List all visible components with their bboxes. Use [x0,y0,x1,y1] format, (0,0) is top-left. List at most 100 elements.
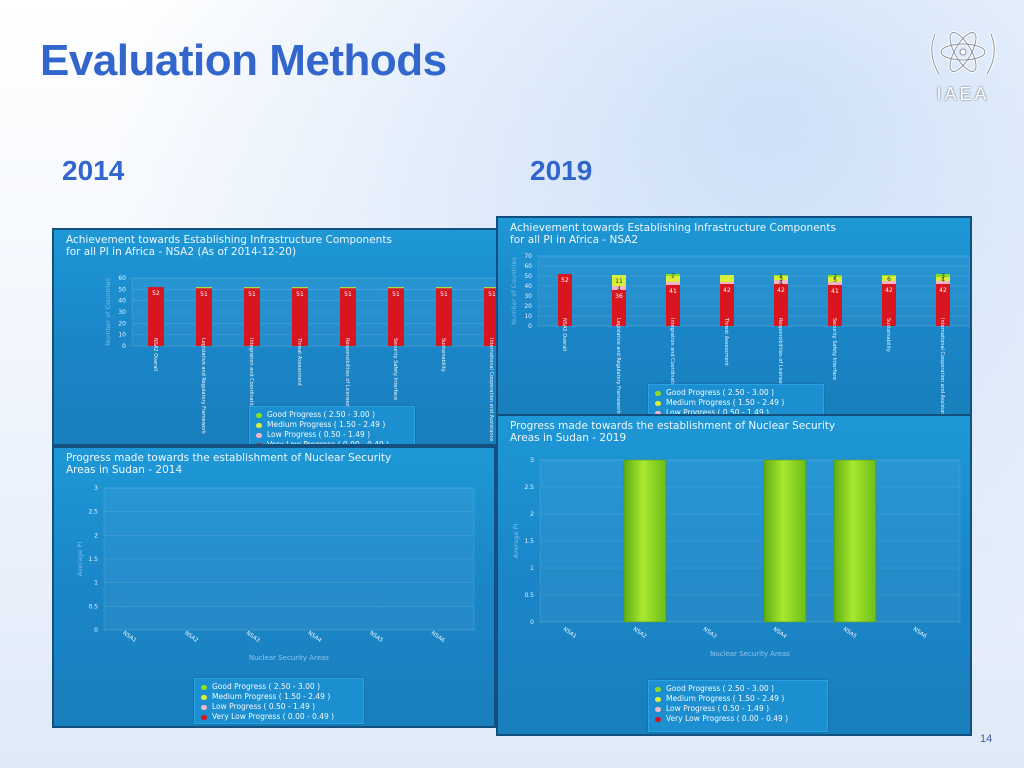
y-tick-label: 3 [94,485,98,492]
y-tick-label: 60 [118,275,126,282]
bar-segment [612,290,626,326]
legend-swatch [655,696,661,702]
data-label: 41 [831,288,839,295]
y-axis-label: Average PI [76,542,84,577]
y-tick-label: 0.5 [524,592,534,599]
x-tick-label: NSA6 [912,626,928,640]
y-tick-label: 0 [530,619,534,626]
y-axis-label: Number of Countries [104,278,112,346]
data-label: 36 [615,293,623,300]
x-tick-label: NSA3 [245,630,261,644]
legend-swatch [655,410,661,414]
bar-segment [666,282,680,285]
data-label: 5 [779,276,783,283]
legend-entry: Medium Progress ( 1.50 - 2.49 ) [201,692,357,702]
legend-entry: Medium Progress ( 1.50 - 2.49 ) [655,694,821,704]
chart-title: Progress made towards the establishment … [66,452,392,476]
bar [833,459,877,623]
bar-segment [666,276,680,282]
data-label: 51 [296,291,304,298]
bar [623,459,667,623]
data-label: 51 [488,291,496,298]
legend-swatch [256,412,262,418]
bar-segment [666,274,680,276]
plot-area [103,487,475,631]
bar-segment [340,288,356,346]
legend-entry: Very Low Progress ( 0.00 - 0.49 ) [655,714,821,724]
x-tick-label: Threat Assessment [723,317,729,366]
data-label: 41 [669,288,677,295]
x-tick-label: Integration and Coordination [669,318,675,390]
data-label: 51 [200,291,208,298]
legend-label: Very Low Progress ( 0.00 - 0.49 ) [267,440,390,446]
y-tick-label: 3 [530,457,534,464]
data-label: 42 [939,287,947,294]
bar-segment [436,288,452,346]
x-tick-label: NSA4 [772,626,788,640]
chart-panel-sudan-2014: Progress made towards the establishment … [52,446,496,728]
x-tick-label: Security Safety Interface [831,318,837,380]
chart-legend: Good Progress ( 2.50 - 3.00 ) Medium Prog… [249,406,415,446]
bar-segment [828,277,842,282]
legend-entry: Very Low Progress ( 0.00 - 0.49 ) [256,440,408,446]
bar-segment [340,287,356,289]
x-tick-label: Legislative and Regulatory Framework [200,338,206,434]
data-label: 4 [617,286,621,293]
y-tick-label: 1.5 [524,538,534,545]
x-tick-label: NSA5 [842,626,858,640]
x-tick-label: Responsibilities of Licensed Facilities [344,338,350,430]
legend-label: Low Progress ( 0.50 - 1.49 ) [666,408,770,416]
legend-label: Medium Progress ( 1.50 - 2.49 ) [666,694,785,703]
x-tick-label: NSA1 [562,626,578,640]
bar-segment [148,287,164,346]
y-tick-label: 2 [94,532,98,539]
y-tick-label: 60 [524,263,532,270]
x-tick-label: NSA2 [183,630,199,644]
y-tick-label: 1.5 [88,556,98,563]
y-tick-label: 10 [524,313,532,320]
bar-segment [774,275,788,276]
bar-segment [292,288,308,346]
legend-swatch [256,442,262,444]
legend-label: Good Progress ( 2.50 - 3.00 ) [666,684,775,693]
y-tick-label: 10 [118,332,126,339]
legend-entry: Low Progress ( 0.50 - 1.49 ) [256,430,408,440]
legend-label: Good Progress ( 2.50 - 3.00 ) [267,410,376,419]
y-tick-label: 50 [524,273,532,280]
bar-segment [882,284,896,326]
y-tick-label: 2.5 [524,484,534,491]
legend-swatch [655,400,661,406]
bar-segment [720,284,734,326]
bar-segment [828,282,842,285]
iaea-logo: IAEA [925,20,1001,106]
legend-entry: Low Progress ( 0.50 - 1.49 ) [655,704,821,714]
x-tick-label: NSA5 [368,630,384,644]
x-tick-label: NSA2 Overall [152,338,158,371]
y-axis-label: Average PI [512,524,520,559]
bar-segment [882,276,896,281]
legend-entry: Good Progress ( 2.50 - 3.00 ) [201,682,357,692]
bar-segment [484,287,496,289]
data-label: 2 [671,273,675,280]
slide-title: Evaluation Methods [40,36,447,85]
bar [763,459,807,623]
legend-label: Low Progress ( 0.50 - 1.49 ) [666,704,770,713]
data-label: 42 [777,287,785,294]
page-number: 14 [980,733,993,745]
legend-swatch [655,686,661,692]
legend-swatch [201,704,207,710]
bar-segment [292,287,308,289]
bar-segment [612,275,626,286]
data-label: 52 [561,277,569,284]
data-label: 51 [344,291,352,298]
plot-area [537,255,970,327]
data-label: 42 [723,287,731,294]
x-axis-label: Nuclear Security Areas [710,650,790,658]
y-tick-label: 2.5 [88,509,98,516]
legend-entry: Low Progress ( 0.50 - 1.49 ) [201,702,357,712]
x-tick-label: International Cooperation and Assistance [939,318,945,416]
y-axis-label: Number of Countries [510,257,518,325]
legend-swatch [256,432,262,438]
bar-segment [666,285,680,326]
